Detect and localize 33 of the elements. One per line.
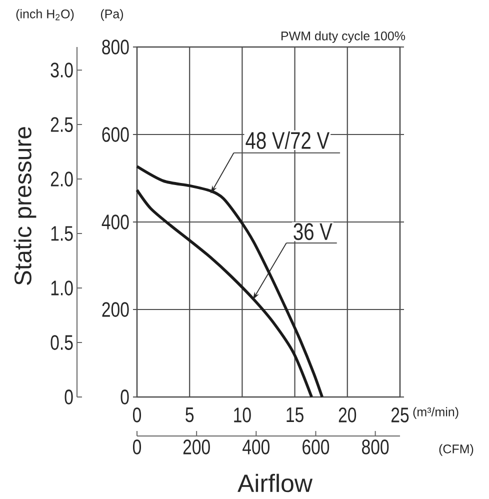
y-tick-label: 600	[102, 127, 129, 142]
y2-tick-label: 3.0	[50, 62, 73, 78]
x-tick-label: 15	[286, 408, 304, 422]
text: (CFM)	[439, 444, 474, 456]
y2-axis-title: Static pressure	[14, 127, 36, 285]
y2-tick-label: 0	[64, 390, 73, 404]
x-axis-title: Airflow	[238, 474, 313, 492]
x2-tick-label: 200	[183, 440, 210, 454]
x-tick-label: 20	[338, 408, 356, 422]
text: PWM duty cycle 100%	[281, 31, 406, 43]
x-tick-label: 5	[186, 408, 194, 422]
x-tick-label: 10	[234, 408, 251, 422]
x2-tick-label: 800	[362, 440, 389, 454]
x-tick-label: 0	[132, 408, 142, 422]
y-tick-label: 400	[102, 214, 129, 230]
y2-tick-label: 2.0	[50, 172, 73, 186]
y2-tick-label: 2.5	[50, 117, 73, 132]
x2-tick-label: 0	[132, 440, 142, 454]
y2-tick-label: 1.5	[51, 226, 73, 241]
y-tick-label: 0	[120, 390, 129, 404]
text: (Pa)	[100, 9, 124, 21]
y-tick-label: 200	[102, 302, 129, 317]
x2-tick-label: 400	[242, 440, 270, 454]
line-series	[136, 188, 314, 398]
text: 48 V/72 V	[246, 131, 330, 149]
y-tick-label: 800	[102, 40, 129, 54]
text: 36 V	[294, 223, 332, 240]
text: (m³/min)	[413, 407, 458, 419]
y2-tick-label: 1.0	[51, 280, 73, 296]
text: (inch H$_{2}$O)	[16, 9, 74, 21]
y2-tick-label: 0.5	[50, 335, 73, 350]
x2-tick-label: 600	[302, 440, 330, 454]
x-tick-label: 25	[391, 408, 409, 422]
